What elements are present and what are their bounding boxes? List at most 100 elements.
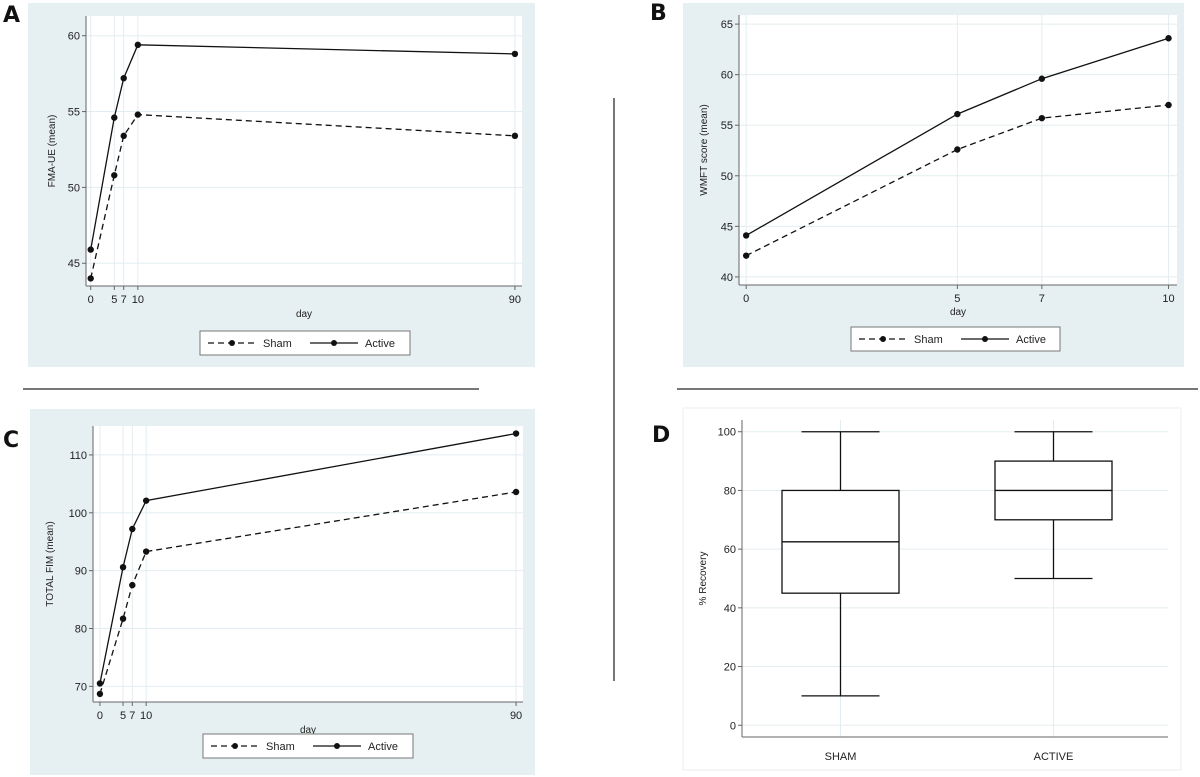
panel-label: C [3,428,19,453]
x-tick-label: ACTIVE [1034,751,1074,763]
legend-marker-sham [880,336,886,342]
x-axis-title: day [296,309,312,320]
x-tick-label: 10 [140,710,152,722]
y-tick-label: 60 [724,544,736,556]
x-tick-label: 10 [1162,293,1174,305]
x-tick-label: 0 [97,710,103,722]
x-axis-title: day [950,307,966,318]
data-point-sham [742,252,750,259]
x-tick-label: 90 [510,710,522,722]
y-tick-label: 100 [718,427,736,439]
data-point-sham [134,111,142,118]
y-tick-label: 40 [724,603,736,615]
panel-b: B 40 45 50 55 60 65 WMFT score (mean) 0 5 7 10 day Sh… [650,1,1184,367]
panel-d: D 0 20 40 60 80 100 % Recovery SHAM ACTIVE [652,407,1182,771]
legend-label-active: Active [1016,334,1046,346]
x-tick-label: 7 [121,294,127,306]
data-point-active [111,114,118,121]
legend-label-sham: Sham [263,338,292,350]
data-point-sham [511,132,519,140]
y-tick-label: 100 [69,508,87,520]
data-point-sham [87,275,94,282]
x-tick-label: 7 [129,710,135,722]
x-tick-label: 0 [743,293,749,305]
y-tick-label: 60 [68,31,80,43]
data-point-sham [119,615,127,622]
data-point-sham [954,146,961,153]
y-tick-label: 0 [730,720,736,732]
x-axis-title: day [300,725,316,736]
x-tick-label: 5 [954,293,960,305]
legend: Sham Active [850,326,1061,352]
data-point-active [742,232,750,239]
data-point-active [142,497,150,504]
y-tick-label: 70 [75,681,87,693]
box-sham [781,431,900,697]
y-tick-label: 45 [721,221,733,233]
legend-marker-sham [229,340,235,346]
y-tick-label: 45 [68,258,80,270]
box-active [994,431,1113,580]
legend-label-active: Active [365,338,395,350]
y-axis-title: % Recovery [698,552,709,606]
x-tick-label: 7 [1039,293,1045,305]
data-point-active [1038,75,1046,82]
data-point-active [512,430,520,437]
data-point-active [1165,35,1172,42]
panel-label: A [3,3,20,28]
y-tick-label: 65 [721,19,733,31]
data-point-active [120,74,127,82]
data-point-sham [129,581,136,589]
legend-label-sham: Sham [266,741,295,753]
panel-label: D [652,423,670,448]
series-line-sham [90,113,515,279]
y-tick-label: 80 [724,485,736,497]
data-point-sham [512,488,520,496]
series-line-sham [745,104,1169,257]
data-point-active [119,563,127,571]
data-point-sham [1038,114,1046,122]
data-point-active [134,41,142,49]
legend-marker-active [334,743,340,749]
data-point-sham [111,172,118,179]
y-tick-label: 80 [75,624,87,636]
legend-marker-active [982,336,988,342]
y-axis-title: TOTAL FIM (mean) [45,521,56,606]
x-tick-label: 0 [88,294,94,306]
panel-a: A 45 50 55 60 FMA-UE (mean) 0 5 7 10 90 day Sham Acti… [3,3,535,367]
data-point-active [511,50,519,58]
y-tick-label: 50 [721,171,733,183]
x-tick-label: 10 [132,294,144,306]
data-point-sham [142,548,150,555]
data-point-active [96,680,104,687]
y-tick-label: 90 [75,566,87,578]
data-point-active [129,525,136,533]
legend-box [199,330,411,356]
legend: Sham Active [202,733,414,759]
x-tick-label: 5 [111,294,117,306]
y-tick-label: 110 [69,450,87,462]
panel-label: B [650,1,667,26]
y-tick-label: 50 [68,182,80,194]
y-tick-label: 60 [721,70,733,82]
plot-area [93,426,523,702]
plot-area [86,16,522,286]
legend-label-sham: Sham [914,334,943,346]
data-point-active [87,246,94,253]
x-tick-label: 5 [120,710,126,722]
y-tick-label: 55 [68,107,80,119]
x-tick-label: 90 [509,294,521,306]
data-point-active [954,110,961,118]
series-line-active [745,37,1169,237]
legend-marker-sham [232,743,238,749]
y-axis-title: FMA-UE (mean) [47,115,58,188]
y-tick-label: 55 [721,120,733,132]
y-tick-label: 20 [724,662,736,674]
y-axis-title: WMFT score (mean) [699,104,710,196]
data-point-sham [120,132,127,140]
data-point-sham [1165,101,1172,109]
legend: Sham Active [199,330,411,356]
x-tick-label: SHAM [825,751,857,763]
